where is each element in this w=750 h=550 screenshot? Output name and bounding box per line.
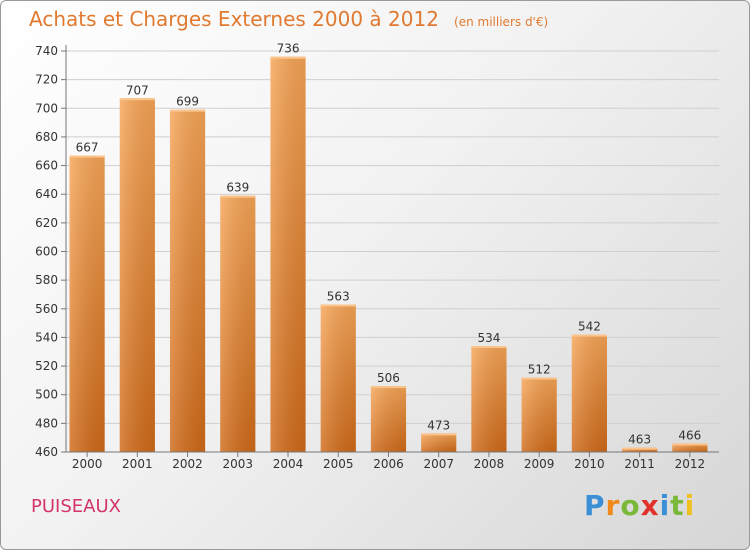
bar-top-2012 bbox=[672, 443, 708, 446]
bar-top-2010 bbox=[571, 334, 607, 337]
logo-letter: o bbox=[620, 489, 641, 522]
data-label-2010: 542 bbox=[578, 320, 601, 334]
x-tick-label-2008: 2008 bbox=[474, 457, 505, 471]
bar-shade-2004 bbox=[270, 56, 306, 452]
logo-letter: i bbox=[684, 489, 696, 522]
x-tick-label-2006: 2006 bbox=[373, 457, 404, 471]
bar-shade-2006 bbox=[370, 386, 407, 452]
x-tick-label-2004: 2004 bbox=[273, 457, 304, 471]
y-tick-label: 640 bbox=[35, 187, 58, 201]
x-tick-label-2011: 2011 bbox=[624, 457, 655, 471]
bar-top-2004 bbox=[270, 56, 306, 59]
commune-name: PUISEAUX bbox=[31, 496, 121, 517]
bar-shade-2011 bbox=[622, 447, 658, 452]
bar-shade-2007 bbox=[421, 433, 457, 452]
x-tick-label-2009: 2009 bbox=[524, 457, 555, 471]
bar-shade-2000 bbox=[69, 155, 105, 452]
bar-top-2011 bbox=[622, 447, 658, 450]
data-label-2004: 736 bbox=[277, 42, 300, 56]
y-tick-label: 580 bbox=[35, 273, 58, 287]
bar-shade-2009 bbox=[521, 377, 557, 452]
logo-letter: P bbox=[584, 489, 606, 522]
y-tick-label: 500 bbox=[35, 388, 58, 402]
data-label-2007: 473 bbox=[427, 418, 450, 432]
bar-shade-2005 bbox=[320, 304, 356, 452]
bar-top-2003 bbox=[220, 195, 256, 198]
data-label-2008: 534 bbox=[477, 331, 500, 345]
chart-subtitle: (en milliers d'€) bbox=[454, 15, 549, 29]
data-label-2003: 639 bbox=[226, 181, 249, 195]
bar-shade-2008 bbox=[471, 346, 507, 452]
x-tick-label-2001: 2001 bbox=[122, 457, 153, 471]
logo-letter: x bbox=[640, 489, 660, 522]
bar-top-2009 bbox=[521, 377, 557, 380]
bar-shade-2002 bbox=[169, 109, 206, 452]
data-label-2009: 512 bbox=[528, 363, 551, 377]
proxiti-logo[interactable]: Proxiti bbox=[584, 489, 695, 522]
x-tick-label-2012: 2012 bbox=[675, 457, 706, 471]
y-tick-label: 480 bbox=[35, 416, 58, 430]
title-row: Achats et Charges Externes 2000 à 2012 (… bbox=[29, 7, 548, 31]
bar-top-2001 bbox=[119, 98, 155, 101]
logo-letter: i bbox=[659, 489, 671, 522]
y-tick-label: 700 bbox=[35, 101, 58, 115]
y-tick-label: 600 bbox=[35, 245, 58, 259]
bar-top-2000 bbox=[69, 155, 105, 158]
bar-top-2006 bbox=[370, 386, 407, 389]
bar-shade-2012 bbox=[672, 443, 708, 452]
data-label-2012: 466 bbox=[678, 428, 701, 442]
data-label-2002: 699 bbox=[176, 95, 199, 109]
x-tick-label-2003: 2003 bbox=[223, 457, 254, 471]
y-tick-label: 540 bbox=[35, 330, 58, 344]
y-tick-label: 620 bbox=[35, 216, 58, 230]
bar-top-2002 bbox=[169, 109, 206, 112]
x-tick-label-2005: 2005 bbox=[323, 457, 354, 471]
logo-letter: r bbox=[605, 489, 621, 522]
x-tick-label-2000: 2000 bbox=[72, 457, 103, 471]
x-tick-label-2002: 2002 bbox=[172, 457, 203, 471]
bar-top-2008 bbox=[471, 346, 507, 349]
data-label-2005: 563 bbox=[327, 289, 350, 303]
x-tick-label-2010: 2010 bbox=[574, 457, 605, 471]
logo-letter: t bbox=[670, 489, 685, 522]
bar-top-2007 bbox=[421, 433, 457, 436]
y-tick-label: 660 bbox=[35, 159, 58, 173]
bar-shade-2003 bbox=[220, 195, 256, 452]
data-label-2000: 667 bbox=[76, 141, 99, 155]
bar-shade-2010 bbox=[571, 334, 607, 452]
data-label-2006: 506 bbox=[377, 371, 400, 385]
data-label-2001: 707 bbox=[126, 83, 149, 97]
chart-title: Achats et Charges Externes 2000 à 2012 bbox=[29, 7, 439, 31]
bar-shade-2001 bbox=[119, 98, 155, 452]
y-tick-label: 560 bbox=[35, 302, 58, 316]
y-tick-label: 680 bbox=[35, 130, 58, 144]
data-label-2011: 463 bbox=[628, 433, 651, 447]
y-tick-label: 460 bbox=[35, 445, 58, 459]
y-tick-label: 740 bbox=[35, 44, 58, 58]
y-tick-label: 720 bbox=[35, 73, 58, 87]
bar-layer: 667 707 699 639 736 563 506 473 534 512 542 463 466 bbox=[69, 42, 708, 452]
y-tick-label: 520 bbox=[35, 359, 58, 373]
x-tick-label-2007: 2007 bbox=[423, 457, 454, 471]
bar-top-2005 bbox=[320, 304, 356, 307]
axis-layer: 460 480 500 520 540 560 580 600 620 640 660 680 700 7… bbox=[35, 44, 719, 471]
